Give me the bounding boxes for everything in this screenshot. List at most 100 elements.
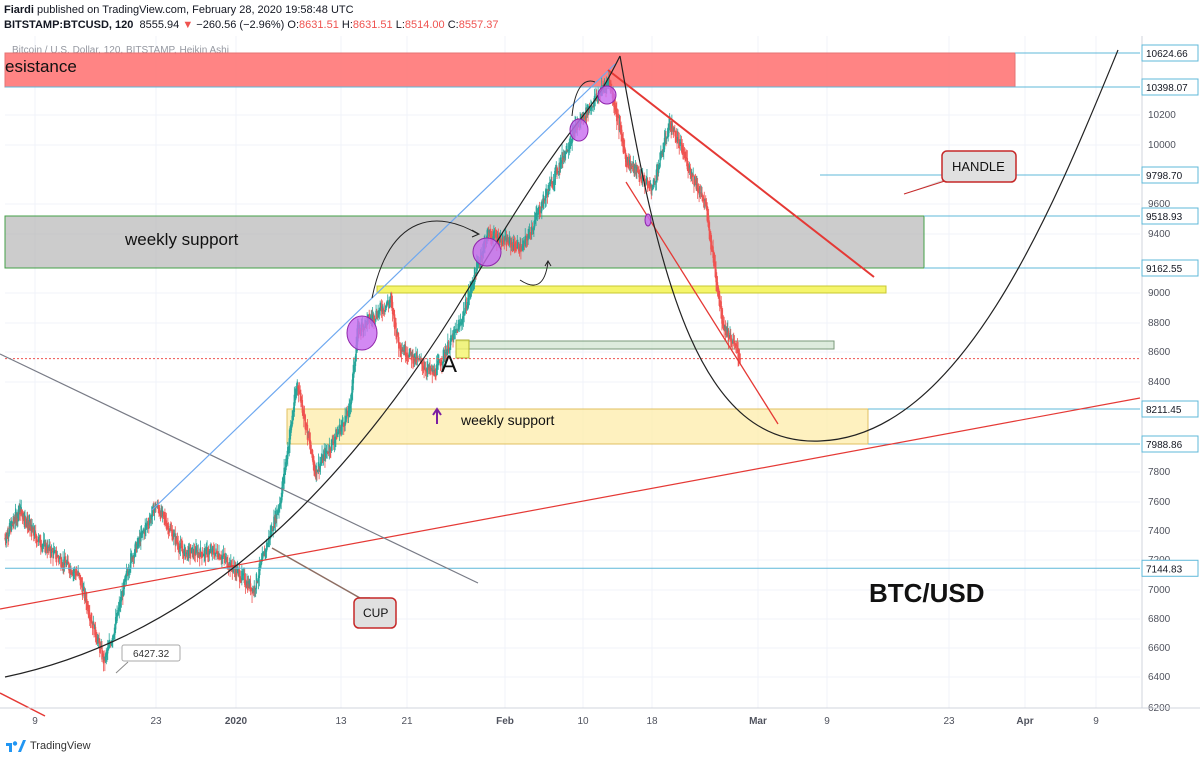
candle-body bbox=[608, 78, 610, 82]
candle-body bbox=[669, 122, 672, 131]
candle-body bbox=[617, 115, 619, 118]
candle-body bbox=[144, 525, 146, 533]
candle-body bbox=[712, 246, 714, 258]
candle-body bbox=[244, 574, 246, 585]
time-tick-label[interactable]: Feb bbox=[496, 716, 514, 727]
candle-body bbox=[473, 283, 475, 285]
time-tick-label[interactable]: 13 bbox=[335, 716, 347, 727]
candle-body bbox=[168, 529, 171, 533]
time-axis[interactable]: 9 23 2020 13 21 Feb 10 18 Mar 9 23 Apr 9 bbox=[0, 707, 1200, 727]
candle-body bbox=[42, 540, 45, 546]
candle-body bbox=[98, 638, 100, 644]
candle-body bbox=[114, 624, 116, 635]
time-tick-label[interactable]: Apr bbox=[1016, 716, 1033, 727]
candle-body bbox=[665, 138, 667, 140]
price-tick-label[interactable]: 7400 bbox=[1148, 526, 1171, 537]
candle-body bbox=[333, 440, 336, 444]
price-level-label[interactable]: 7144.83 bbox=[1146, 564, 1183, 575]
candle-body bbox=[271, 530, 274, 532]
candle-body bbox=[498, 240, 500, 244]
candle-body bbox=[716, 275, 718, 289]
time-tick-label[interactable]: 10 bbox=[577, 716, 589, 727]
time-tick-label[interactable]: Mar bbox=[749, 716, 767, 727]
candle-body bbox=[493, 230, 495, 238]
price-tick-label[interactable]: 7600 bbox=[1148, 497, 1171, 508]
time-tick-label[interactable]: 21 bbox=[401, 716, 413, 727]
zone-1 bbox=[4, 215, 925, 269]
price-tick-label[interactable]: 6400 bbox=[1148, 672, 1171, 683]
candle-body bbox=[143, 530, 145, 533]
candle-body bbox=[238, 570, 241, 582]
price-tick-label[interactable]: 9600 bbox=[1148, 199, 1171, 210]
candle-body bbox=[7, 536, 10, 538]
candle-body bbox=[92, 621, 95, 626]
candle-body bbox=[464, 299, 467, 312]
time-tick-label[interactable]: 9 bbox=[1093, 716, 1099, 727]
candle-body bbox=[723, 324, 725, 331]
candle-body bbox=[685, 157, 688, 159]
price-level-label[interactable]: 7988.86 bbox=[1146, 440, 1183, 451]
candle-body bbox=[182, 550, 185, 559]
price-level-label[interactable]: 10624.66 bbox=[1146, 49, 1188, 60]
price-tick-label[interactable]: 7000 bbox=[1148, 585, 1171, 596]
candle-body bbox=[590, 107, 592, 109]
time-tick-label[interactable]: 9 bbox=[32, 716, 38, 727]
candle-body bbox=[551, 184, 554, 186]
price-tick-label[interactable]: 6600 bbox=[1148, 643, 1171, 654]
candle-body bbox=[315, 465, 317, 474]
candle-body bbox=[691, 173, 694, 178]
annotation-labels: A BTC/USD HANDLE CUP 6427.32 bbox=[115, 150, 1017, 674]
candle-body bbox=[63, 562, 65, 567]
candle-body bbox=[608, 79, 611, 86]
price-tick-label[interactable]: 10000 bbox=[1148, 140, 1176, 151]
price-tick-label[interactable]: 9400 bbox=[1148, 229, 1171, 240]
purple-up-arrow-head bbox=[432, 407, 442, 416]
candle-body bbox=[307, 432, 309, 434]
price-tick-label[interactable]: 10200 bbox=[1148, 110, 1176, 121]
candle-body bbox=[145, 524, 148, 527]
candle-body bbox=[219, 554, 221, 560]
candle-body bbox=[83, 588, 85, 591]
time-tick-label[interactable]: 23 bbox=[943, 716, 955, 727]
candle-body bbox=[588, 109, 591, 111]
candle-body bbox=[733, 341, 735, 343]
price-tick-label[interactable]: 8600 bbox=[1148, 347, 1171, 358]
time-tick-label[interactable]: 2020 bbox=[225, 716, 248, 727]
tradingview-logo[interactable]: TradingView bbox=[6, 740, 91, 752]
symbol-label: BITSTAMP:BTCUSD, 120 bbox=[4, 19, 134, 31]
price-level-label[interactable]: 9162.55 bbox=[1146, 264, 1183, 275]
time-tick-label[interactable]: 23 bbox=[150, 716, 162, 727]
candle-body bbox=[160, 508, 162, 516]
candle-body bbox=[427, 367, 430, 370]
author-name[interactable]: Fiardi bbox=[4, 4, 34, 16]
candle-body bbox=[265, 542, 268, 552]
price-tick-label[interactable]: 9000 bbox=[1148, 288, 1171, 299]
price-tick-label[interactable]: 6800 bbox=[1148, 614, 1171, 625]
price-tick-label[interactable]: 8400 bbox=[1148, 377, 1171, 388]
candle-body bbox=[488, 230, 491, 236]
price-level-label[interactable]: 9798.70 bbox=[1146, 171, 1183, 182]
price-level-label[interactable]: 9518.93 bbox=[1146, 212, 1183, 223]
candle-body bbox=[424, 368, 427, 372]
candle-body bbox=[499, 238, 501, 243]
time-tick-label[interactable]: 18 bbox=[646, 716, 658, 727]
time-tick-label[interactable]: 9 bbox=[824, 716, 830, 727]
candle-body bbox=[732, 339, 734, 344]
candle-body bbox=[701, 192, 703, 197]
price-tick-label[interactable]: 8800 bbox=[1148, 318, 1171, 329]
candle-body bbox=[726, 329, 728, 336]
candle-body bbox=[220, 558, 222, 560]
candle-body bbox=[153, 508, 155, 516]
price-axis[interactable]: 10200 10000 9600 9400 9000 8800 8600 8400 7800 76… bbox=[1141, 36, 1200, 714]
price-level-label[interactable]: 8211.45 bbox=[1146, 405, 1182, 416]
price-tick-label[interactable]: 7800 bbox=[1148, 467, 1171, 478]
candle-body bbox=[197, 552, 199, 554]
candle-body bbox=[35, 532, 37, 539]
price-level-label[interactable]: 10398.07 bbox=[1146, 83, 1188, 94]
price-level-tag bbox=[1141, 44, 1199, 62]
candle-body bbox=[706, 205, 708, 221]
price-chart[interactable]: Bitcoin / U.S. Dollar, 120, BITSTAMP, He… bbox=[0, 36, 1200, 735]
candle-body bbox=[441, 364, 443, 366]
candle-body bbox=[180, 545, 182, 547]
candle-body bbox=[239, 576, 242, 583]
